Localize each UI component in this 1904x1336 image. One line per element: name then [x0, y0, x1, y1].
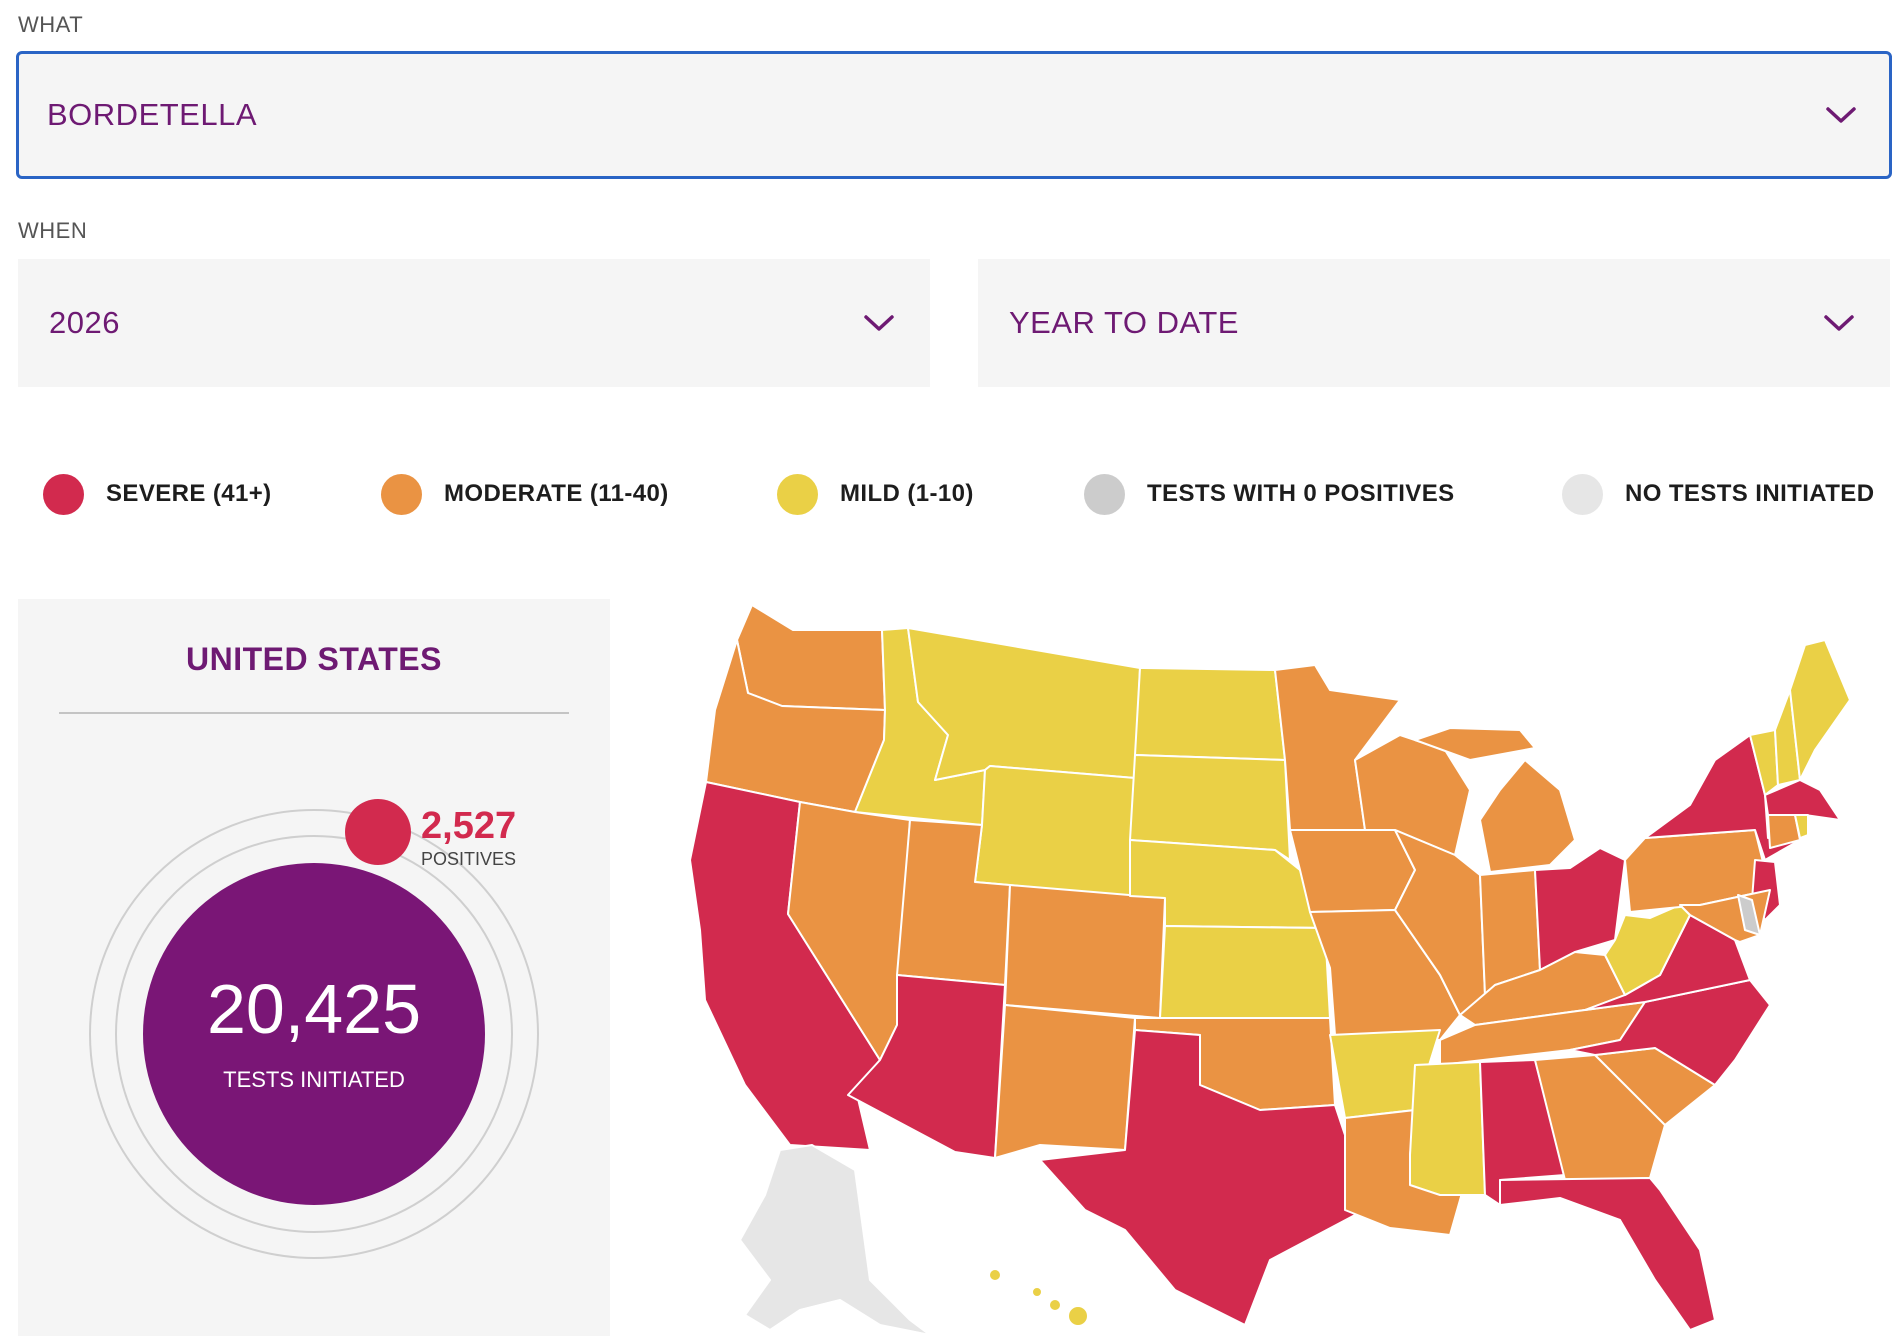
state-rhode-island[interactable] — [1794, 814, 1809, 839]
positives-circle — [345, 799, 411, 865]
chevron-down-icon — [1826, 107, 1856, 123]
legend-item-zero-positives: TESTS WITH 0 POSITIVES — [1084, 472, 1455, 516]
what-selected-value: BORDETELLA — [47, 97, 258, 132]
zero-positives-dot-icon — [1084, 473, 1125, 515]
period-select[interactable]: YEAR TO DATE — [978, 259, 1890, 387]
legend-label-mild: MILD (1-10) — [840, 480, 974, 507]
state-arizona[interactable] — [847, 974, 1006, 1159]
no-tests-dot-icon — [1562, 473, 1603, 515]
state-hawaii-island-3[interactable] — [1048, 1298, 1062, 1312]
inner-ring — [115, 835, 513, 1233]
state-washington[interactable] — [736, 604, 886, 711]
state-maine[interactable] — [1789, 639, 1851, 781]
moderate-dot-icon — [381, 473, 422, 515]
outer-ring — [89, 809, 539, 1259]
state-colorado[interactable] — [1004, 884, 1166, 1019]
state-mississippi[interactable] — [1409, 1061, 1486, 1196]
legend-item-severe: SEVERE (41+) — [43, 472, 272, 516]
legend-item-moderate: MODERATE (11-40) — [381, 472, 669, 516]
year-selected-value: 2026 — [49, 305, 120, 340]
state-texas[interactable] — [1039, 1029, 1356, 1326]
what-label: WHAT — [18, 12, 84, 37]
us-map — [680, 596, 1860, 1336]
tests-initiated-label: TESTS INITIATED — [223, 1067, 405, 1092]
when-label: WHEN — [18, 218, 88, 243]
state-iowa[interactable] — [1289, 829, 1416, 913]
what-select[interactable]: BORDETELLA — [16, 51, 1892, 179]
severe-dot-icon — [43, 473, 84, 515]
state-kansas[interactable] — [1159, 925, 1331, 1019]
state-michigan[interactable] — [1479, 759, 1576, 873]
state-wyoming[interactable] — [974, 765, 1136, 897]
state-alaska[interactable] — [739, 1144, 931, 1336]
legend-item-no-tests: NO TESTS INITIATED — [1562, 472, 1874, 516]
legend-label-severe: SEVERE (41+) — [106, 480, 272, 507]
state-wisconsin[interactable] — [1354, 734, 1471, 856]
state-new-mexico[interactable] — [994, 1004, 1136, 1159]
state-hawaii-island-1[interactable] — [988, 1268, 1002, 1282]
legend-label-zero-positives: TESTS WITH 0 POSITIVES — [1147, 480, 1455, 507]
tests-bubble-chart: 2,527 POSITIVES 20,425 TESTS INITIATED — [89, 799, 539, 1259]
state-new-york[interactable] — [1644, 734, 1801, 861]
state-michigan-upper[interactable] — [1414, 727, 1536, 761]
chevron-down-icon — [1824, 315, 1854, 331]
state-hawaii-island-2[interactable] — [1031, 1286, 1043, 1298]
year-select[interactable]: 2026 — [18, 259, 930, 387]
state-delaware[interactable] — [1737, 894, 1761, 936]
state-georgia[interactable] — [1534, 1054, 1666, 1181]
positives-value: 2,527 — [421, 805, 516, 847]
map-legend: SEVERE (41+) MODERATE (11-40) MILD (1-10… — [0, 472, 1904, 516]
state-north-dakota[interactable] — [1134, 667, 1286, 761]
summary-title: UNITED STATES — [186, 641, 442, 677]
positives-label: POSITIVES — [421, 849, 516, 869]
legend-label-moderate: MODERATE (11-40) — [444, 480, 669, 507]
summary-panel: UNITED STATES 2,527 POSITIVES 20,425 TES… — [18, 599, 610, 1336]
legend-label-no-tests: NO TESTS INITIATED — [1625, 480, 1875, 507]
divider — [59, 712, 569, 714]
mild-dot-icon — [777, 473, 818, 515]
state-florida[interactable] — [1499, 1177, 1716, 1331]
state-connecticut[interactable] — [1767, 814, 1801, 849]
chevron-down-icon — [864, 315, 894, 331]
period-selected-value: YEAR TO DATE — [1009, 305, 1239, 340]
tests-initiated-circle — [143, 863, 485, 1205]
state-montana[interactable] — [907, 627, 1141, 781]
tests-initiated-value: 20,425 — [207, 970, 421, 1048]
state-hawaii-island-4[interactable] — [1067, 1305, 1089, 1327]
legend-item-mild: MILD (1-10) — [777, 472, 974, 516]
